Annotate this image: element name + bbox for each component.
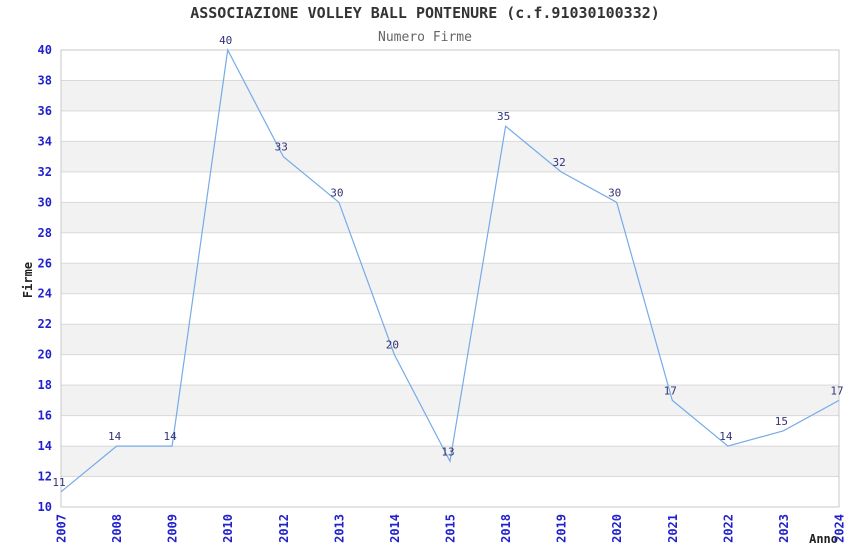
x-tick-label: 2022	[721, 514, 735, 543]
y-tick-label: 40	[38, 43, 52, 57]
data-label: 40	[219, 34, 232, 47]
data-label: 11	[52, 476, 65, 489]
data-label: 32	[552, 156, 565, 169]
x-tick-label: 2018	[499, 514, 513, 543]
y-tick-label: 30	[38, 195, 52, 209]
data-label: 15	[775, 415, 788, 428]
x-tick-label: 2020	[610, 514, 624, 543]
x-tick-label: 2009	[166, 514, 180, 543]
x-tick-label: 2015	[444, 514, 458, 543]
x-tick-label: 2019	[555, 514, 569, 543]
y-tick-label: 38	[38, 74, 52, 88]
y-tick-label: 34	[38, 134, 52, 148]
y-tick-label: 20	[38, 348, 52, 362]
x-tick-label: 2007	[55, 514, 69, 543]
data-label: 20	[386, 339, 399, 352]
x-tick-label: 2024	[833, 514, 847, 543]
y-tick-label: 26	[38, 256, 52, 270]
x-tick-label: 2010	[221, 514, 235, 543]
data-label: 30	[608, 186, 621, 199]
plot-band	[61, 263, 839, 294]
x-tick-label: 2023	[777, 514, 791, 543]
data-label: 13	[441, 445, 454, 458]
x-tick-label: 2014	[388, 514, 402, 543]
y-tick-label: 22	[38, 317, 52, 331]
x-axis-title: Anno	[809, 532, 838, 546]
y-tick-label: 36	[38, 104, 52, 118]
y-tick-label: 28	[38, 226, 52, 240]
chart-title: ASSOCIAZIONE VOLLEY BALL PONTENURE (c.f.…	[190, 4, 660, 22]
data-label: 35	[497, 110, 510, 123]
y-tick-label: 24	[38, 287, 52, 301]
plot-band	[61, 202, 839, 233]
data-label: 30	[330, 186, 343, 199]
x-tick-label: 2012	[277, 514, 291, 543]
x-tick-label: 2008	[110, 514, 124, 543]
y-tick-label: 16	[38, 409, 52, 423]
x-tick-label: 2021	[666, 514, 680, 543]
data-label: 17	[664, 384, 677, 397]
data-label: 14	[108, 430, 122, 443]
data-label: 33	[275, 141, 288, 154]
plot-border	[60, 49, 840, 508]
y-tick-label: 12	[38, 470, 52, 484]
y-tick-label: 14	[38, 439, 52, 453]
plot-band	[61, 385, 839, 416]
x-tick-label: 2013	[332, 514, 346, 543]
data-label: 14	[163, 430, 177, 443]
plot-band	[61, 141, 839, 172]
plot-band	[61, 80, 839, 111]
data-label: 17	[830, 384, 843, 397]
data-label: 14	[719, 430, 733, 443]
y-tick-label: 18	[38, 378, 52, 392]
data-line	[60, 48, 840, 493]
y-tick-label: 10	[38, 500, 52, 514]
chart-subtitle: Numero Firme	[378, 30, 472, 45]
plot-band	[61, 324, 839, 355]
y-tick-label: 32	[38, 165, 52, 179]
